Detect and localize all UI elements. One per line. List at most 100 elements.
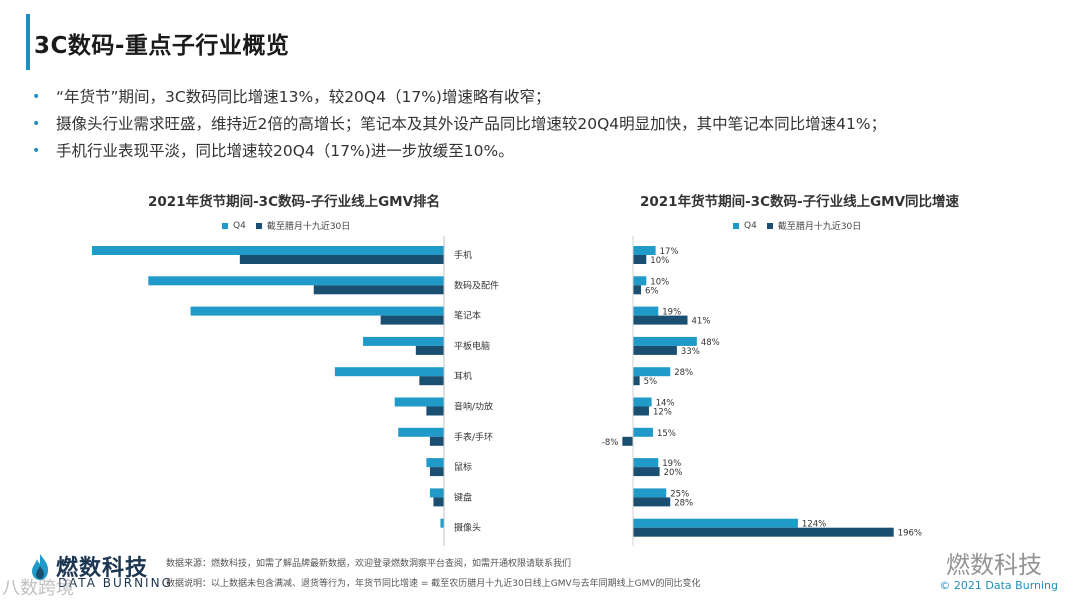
- bar-period: [415, 345, 444, 355]
- data-label: 15%: [657, 429, 676, 439]
- bar-q4: [633, 397, 652, 407]
- brand-name: 燃数科技: [56, 556, 149, 581]
- bar-period: [633, 376, 640, 386]
- data-label: 20%: [664, 468, 683, 478]
- data-source: 数据来源：燃数科技，如需了解品牌最新数据，欢迎登录燃数洞察平台查阅，如需开通权限…: [166, 559, 572, 569]
- bar-period: [429, 467, 444, 477]
- bullet-text: 手机行业表现平淡，同比增速较20Q4（17%)进一步放缓至10%。: [56, 142, 514, 160]
- bar-q4: [633, 518, 798, 528]
- bar-period: [633, 467, 660, 477]
- bar-period: [622, 436, 633, 446]
- legend-swatch-period: [255, 222, 262, 229]
- data-label: 124%: [802, 520, 826, 530]
- bar-q4: [148, 276, 444, 286]
- bar-q4: [633, 427, 653, 437]
- category-label: 平板电脑: [454, 340, 490, 352]
- right-chart-legend: Q4 截至腊月十九近30日: [733, 219, 861, 232]
- data-label: 10%: [650, 277, 669, 287]
- copyright: © 2021 Data Burning: [939, 579, 1058, 592]
- bar-period: [380, 315, 444, 325]
- category-label: 数码及配件: [454, 279, 499, 291]
- bar-q4: [363, 336, 444, 346]
- bullet-dot-icon: •: [32, 116, 41, 132]
- legend-label-period: 截至腊月十九近30日: [777, 222, 862, 232]
- bar-period: [419, 376, 444, 386]
- watermark-left: 八数跨境: [2, 578, 74, 599]
- legend-label-q4: Q4: [744, 220, 757, 231]
- legend-label-period: 截至腊月十九近30日: [266, 222, 351, 232]
- category-label: 鼠标: [454, 461, 472, 473]
- category-label: 音响/功放: [454, 401, 493, 413]
- data-label: 19%: [662, 459, 681, 469]
- data-note: 数据说明：以上数据未包含满减、退货等行为，年货节同比增速 = 截至农历腊月十九近…: [166, 579, 701, 589]
- page-title: 3C数码-重点子行业概览: [34, 33, 290, 59]
- bar-q4: [633, 246, 656, 255]
- bar-q4: [440, 518, 444, 528]
- data-label: 14%: [656, 399, 675, 409]
- bar-period: [633, 285, 641, 295]
- data-label: -8%: [602, 438, 619, 448]
- summary-bullets: • “年货节”期间，3C数码同比增速13%，较20Q4（17%)增速略有收窄； •…: [32, 84, 1072, 165]
- legend-item-q4: Q4: [733, 221, 757, 231]
- data-label: 25%: [670, 489, 689, 499]
- category-label: 摄像头: [454, 522, 481, 534]
- bar-period: [313, 285, 444, 295]
- data-label: 196%: [898, 529, 922, 539]
- bar-q4: [633, 458, 659, 468]
- data-label: 33%: [681, 347, 700, 357]
- watermark-right: 燃数科技: [946, 551, 1042, 579]
- bar-q4: [633, 336, 697, 346]
- bar-period: [633, 497, 671, 507]
- data-label: 19%: [662, 308, 681, 318]
- category-label: 手表/手环: [454, 431, 493, 443]
- right-chart-growth: 17%10%10%6%19%41%48%33%28%5%14%12%15%-8%…: [602, 236, 922, 546]
- bar-period: [239, 255, 444, 264]
- data-label: 5%: [644, 377, 658, 387]
- bar-q4: [633, 367, 671, 377]
- bar-q4: [190, 306, 444, 316]
- bar-q4: [633, 306, 659, 316]
- bar-period: [633, 345, 677, 355]
- bar-period: [633, 315, 688, 325]
- category-label: 笔记本: [454, 310, 481, 322]
- bullet-text: “年货节”期间，3C数码同比增速13%，较20Q4（17%)增速略有收窄；: [56, 88, 551, 106]
- legend-item-period: 截至腊月十九近30日: [766, 219, 862, 232]
- bullet-item: • “年货节”期间，3C数码同比增速13%，较20Q4（17%)增速略有收窄；: [32, 84, 1072, 111]
- bar-period: [633, 406, 649, 416]
- legend-item-q4: Q4: [222, 221, 246, 231]
- data-label: 6%: [645, 286, 659, 296]
- legend-item-period: 截至腊月十九近30日: [255, 219, 351, 232]
- bar-q4: [394, 397, 444, 407]
- data-label: 12%: [653, 408, 672, 418]
- data-label: 48%: [701, 338, 720, 348]
- bar-period: [433, 497, 444, 507]
- category-label: 键盘: [454, 491, 472, 503]
- brand-subtitle: DATA BURNING: [58, 576, 173, 590]
- category-label: 耳机: [454, 370, 472, 382]
- data-label: 10%: [650, 256, 669, 266]
- bullet-dot-icon: •: [32, 143, 41, 159]
- data-label: 41%: [692, 317, 711, 327]
- bar-period: [429, 436, 444, 446]
- data-label: 17%: [660, 247, 679, 257]
- left-chart-legend: Q4 截至腊月十九近30日: [222, 219, 350, 232]
- data-label: 28%: [674, 498, 693, 508]
- bar-period: [426, 406, 444, 416]
- bar-period: [633, 527, 894, 537]
- left-chart-title: 2021年货节期间-3C数码-子行业线上GMV排名: [148, 194, 441, 210]
- right-chart-title: 2021年货节期间-3C数码-子行业线上GMV同比增速: [640, 194, 960, 210]
- title-accent-bar: [26, 14, 30, 70]
- bar-q4: [334, 367, 444, 377]
- bar-period: [633, 255, 647, 264]
- legend-swatch-period: [766, 222, 773, 229]
- brand-logo-icon: [32, 554, 48, 580]
- bar-q4: [633, 488, 667, 498]
- category-label: 手机: [454, 249, 472, 261]
- bar-q4: [429, 488, 444, 498]
- bar-q4: [398, 427, 444, 437]
- bar-q4: [633, 276, 647, 286]
- bar-q4: [92, 246, 444, 255]
- bullet-item: • 摄像头行业需求旺盛，维持近2倍的高增长；笔记本及其外设产品同比增速较20Q4明…: [32, 111, 1072, 138]
- legend-swatch-q4: [733, 222, 739, 229]
